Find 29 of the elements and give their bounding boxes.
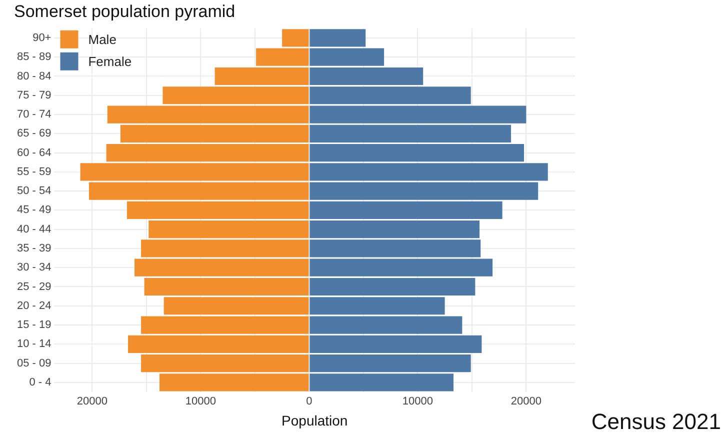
y-tick-label: 70 - 74 [16,108,52,121]
x-axis-title: Population [282,412,348,428]
y-tick-label: 45 - 49 [16,204,52,216]
legend-label: Male [88,32,116,47]
text: Census 2021 [591,409,721,434]
y-tick-label: 80 - 84 [16,70,52,82]
x-tick-label: 10000 [185,396,216,408]
y-tick-label: 20 - 24 [16,300,52,312]
legend-label: Female [88,54,132,69]
y-tick-label: 50 - 54 [16,185,52,198]
y-tick-label: 75 - 79 [16,89,52,102]
y-tick-label: 55 - 59 [16,166,52,178]
x-tick-label: 20000 [76,396,108,408]
y-tick-label: 0 - 4 [29,376,52,388]
y-tick-label: 35 - 39 [16,242,52,255]
y-tick-label: 40 - 44 [16,223,52,236]
x-tick-label: 0 [306,396,312,408]
y-tick-label: 25 - 29 [16,280,52,293]
x-tick-label: 20000 [510,396,542,408]
y-tick-label: 10 - 14 [16,338,52,350]
y-tick-label: 90+ [32,32,52,44]
y-tick-label: 30 - 34 [16,262,52,274]
y-tick-label: 65 - 69 [16,128,52,140]
x-tick-label: 10000 [402,396,433,408]
y-tick-label: 60 - 64 [16,146,52,159]
y-tick-label: 85 - 89 [16,51,52,64]
y-tick-label: 15 - 19 [16,319,52,332]
y-tick-label: 05 - 09 [16,357,52,370]
chart-title: Somerset population pyramid [14,2,236,21]
